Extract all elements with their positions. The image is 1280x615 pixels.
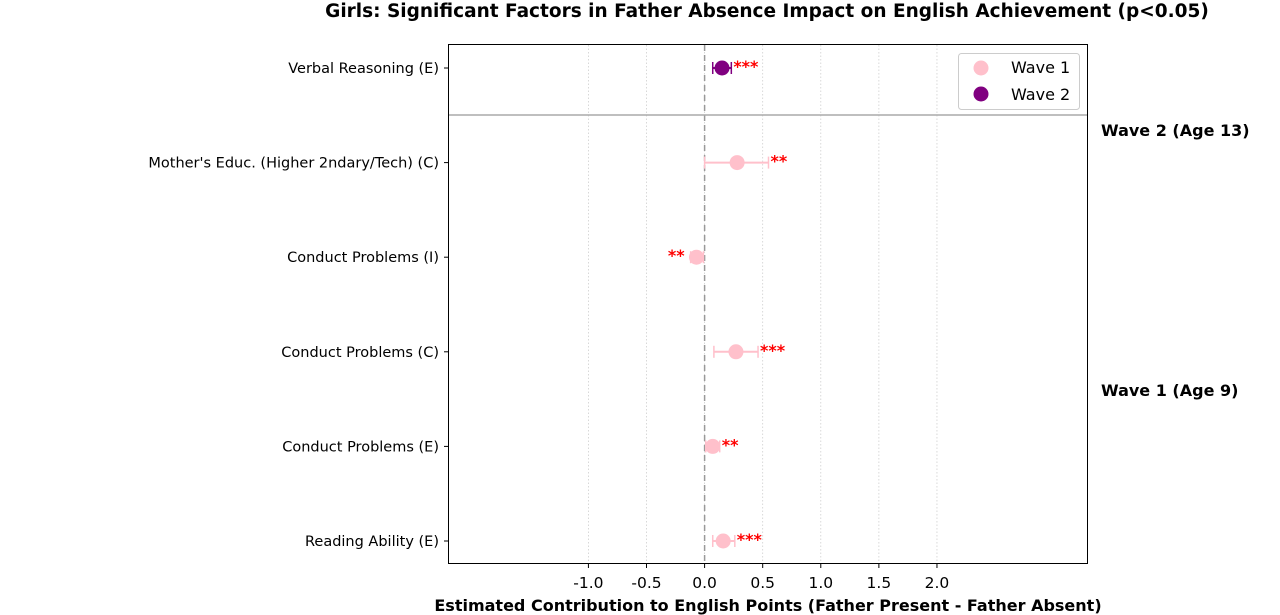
- significance-label: **: [668, 246, 685, 265]
- significance-label: **: [771, 152, 788, 171]
- significance-label: **: [722, 435, 739, 454]
- point-group-conduct-problems-i: **: [668, 246, 705, 265]
- y-tick-label: Conduct Problems (I): [287, 250, 439, 266]
- data-point: [688, 249, 704, 265]
- data-point: [714, 60, 730, 76]
- x-tick-label: 1.5: [867, 574, 892, 592]
- x-tick-label: 1.0: [808, 574, 833, 592]
- y-tick-label: Conduct Problems (E): [282, 439, 439, 455]
- data-point: [729, 155, 745, 171]
- legend-label-wave-2: Wave 2: [1011, 85, 1070, 104]
- point-group-mother-s-educ-higher-2ndary-tech-c: **: [703, 152, 788, 171]
- point-group-verbal-reasoning-e: ***: [711, 57, 759, 76]
- x-axis-label: Estimated Contribution to English Points…: [434, 596, 1101, 615]
- data-point: [728, 344, 744, 360]
- point-group-conduct-problems-c: ***: [713, 341, 786, 360]
- x-axis: -1.0 -0.5 0.0 0.5 1.0 1.5 2.0: [573, 563, 949, 592]
- x-tick-label: -1.0: [573, 574, 603, 592]
- y-tick-label: Reading Ability (E): [305, 534, 439, 550]
- point-group-conduct-problems-e: **: [705, 435, 739, 454]
- group-label-wave-2: Wave 2 (Age 13): [1101, 121, 1250, 140]
- x-tick-label: 2.0: [925, 574, 950, 592]
- x-tick-label: 0.5: [750, 574, 775, 592]
- x-tick-label: 0.0: [692, 574, 717, 592]
- y-axis: Verbal Reasoning (E) Mother's Educ. (High…: [148, 61, 449, 550]
- significance-label: ***: [737, 530, 763, 549]
- y-tick-label: Mother's Educ. (Higher 2ndary/Tech) (C): [148, 156, 439, 172]
- legend: Wave 1 Wave 2: [958, 53, 1080, 110]
- significance-label: ***: [760, 341, 786, 360]
- significance-label: ***: [733, 57, 759, 76]
- x-tick-label: -0.5: [631, 574, 661, 592]
- data-point: [705, 438, 721, 454]
- data-point: [715, 533, 731, 549]
- point-group-reading-ability-e: ***: [711, 530, 763, 549]
- marks-layer: ***************: [668, 57, 788, 549]
- legend-marker-wave-2: [973, 86, 989, 102]
- y-tick-label: Conduct Problems (C): [281, 345, 439, 361]
- legend-marker-wave-1: [973, 60, 989, 76]
- y-tick-label: Verbal Reasoning (E): [288, 61, 439, 77]
- legend-label-wave-1: Wave 1: [1011, 58, 1070, 77]
- legend-box: [958, 53, 1080, 110]
- grid-layer: [588, 45, 938, 563]
- plot-frame: [448, 44, 1088, 564]
- chart-title: Girls: Significant Factors in Father Abs…: [325, 1, 1209, 22]
- group-label-wave-1: Wave 1 (Age 9): [1101, 381, 1238, 400]
